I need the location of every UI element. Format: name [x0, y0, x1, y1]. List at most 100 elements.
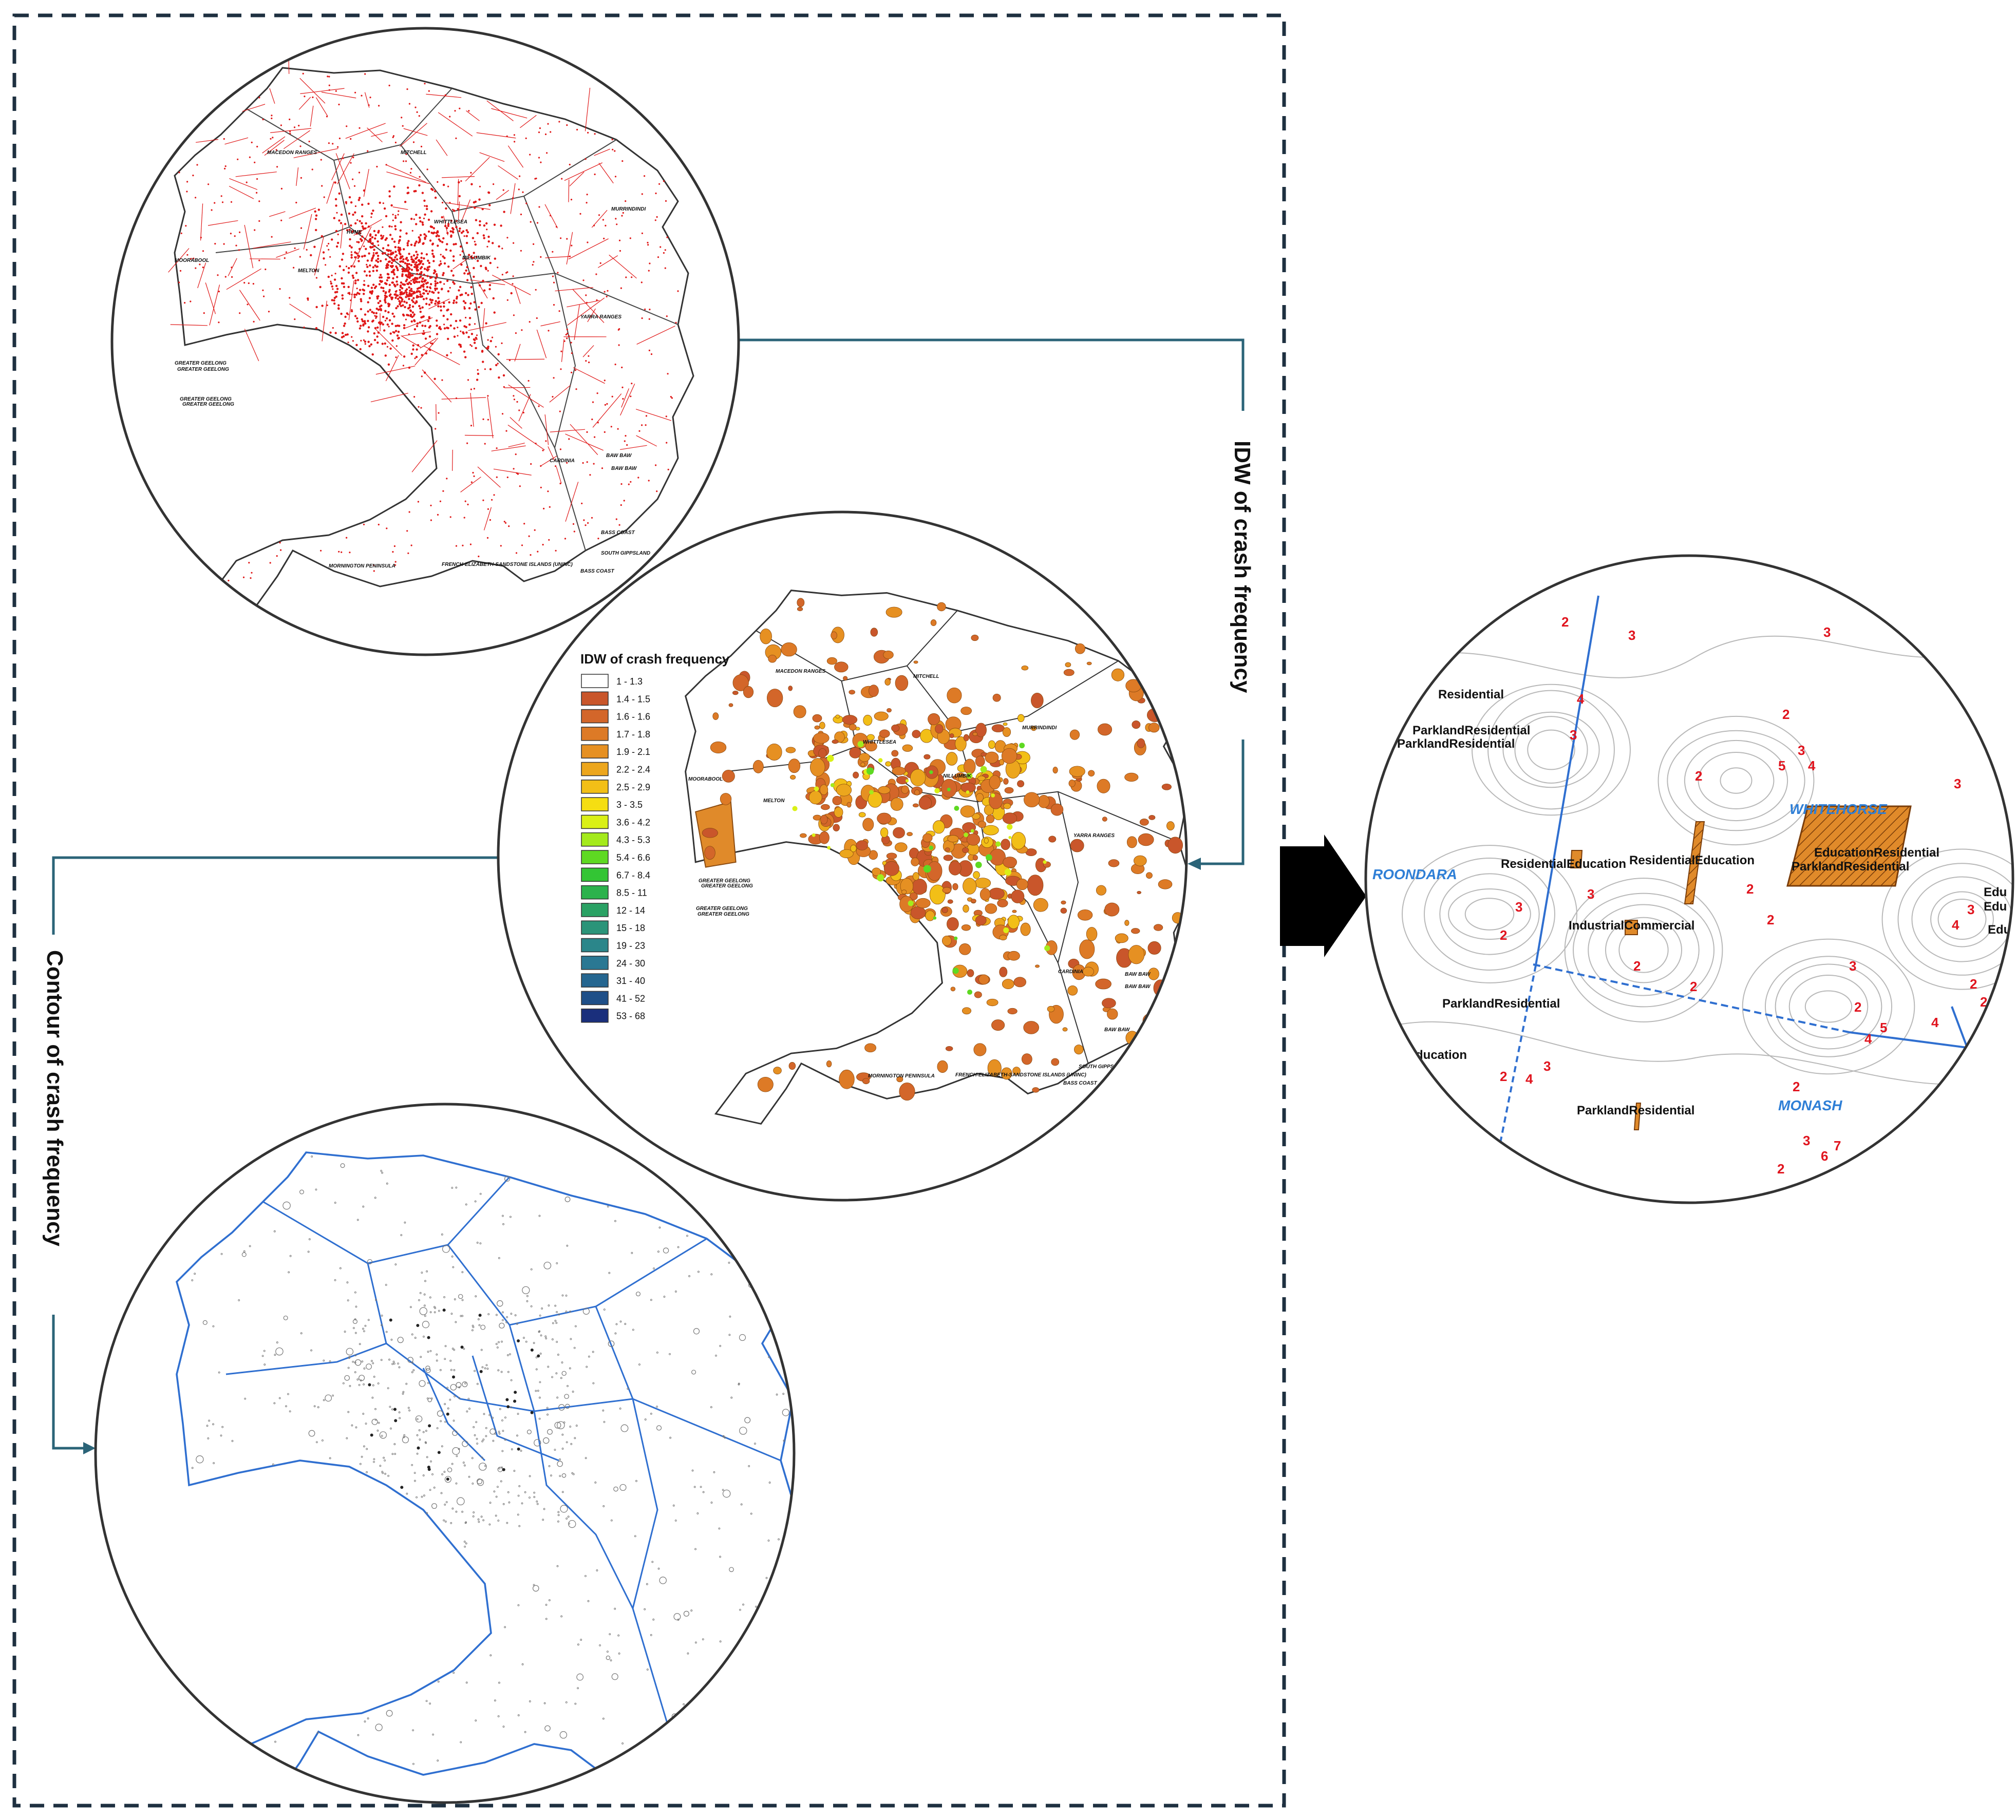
idw-blob: [1003, 722, 1008, 726]
crash-point: [620, 504, 622, 506]
contour-ring: [615, 1323, 618, 1325]
crash-road-segment: [492, 275, 531, 295]
crash-point: [425, 302, 428, 305]
crash-point: [365, 248, 367, 250]
crash-road-segment: [197, 262, 206, 289]
crash-point: [500, 545, 502, 547]
contour-peak: [428, 1424, 431, 1428]
contour-ring: [730, 1396, 733, 1399]
contour-ring: [574, 1702, 577, 1705]
crash-point: [586, 202, 588, 204]
crash-point: [385, 258, 387, 261]
crash-point: [519, 175, 521, 177]
contour-peak: [514, 1391, 517, 1394]
crash-point: [358, 172, 361, 174]
crash-point: [394, 325, 397, 327]
contour-ring: [346, 1348, 354, 1356]
contour-ring: [434, 1307, 437, 1310]
crash-point: [677, 290, 679, 292]
crash-point: [363, 280, 365, 282]
crash-point: [426, 168, 428, 170]
contour-line: [1487, 690, 1615, 810]
crash-point: [375, 317, 377, 319]
contour-ring: [702, 1491, 705, 1493]
crash-road-segment: [620, 445, 647, 450]
idw-blob: [1027, 875, 1044, 896]
crash-road-segment: [565, 482, 579, 522]
contour-ring: [354, 1291, 356, 1294]
contour-ring: [467, 1397, 470, 1400]
contour-value: 3: [1823, 624, 1831, 640]
crash-point: [314, 218, 317, 220]
contour-peak: [460, 1345, 464, 1349]
crash-point: [412, 344, 414, 347]
crash-point: [331, 285, 333, 288]
contour-ring: [447, 1407, 449, 1410]
contour-ring: [477, 1318, 480, 1320]
legend-label: 4.3 - 5.3: [616, 835, 650, 845]
contour-ring: [547, 1366, 550, 1368]
idw-blob: [757, 1076, 774, 1092]
contour-ring: [497, 1486, 499, 1488]
crash-point: [388, 276, 390, 279]
contour-ring: [392, 1360, 395, 1363]
contour-ring: [510, 1406, 512, 1409]
contour-ring: [602, 1409, 605, 1412]
crash-point: [538, 157, 540, 159]
contour-ring: [394, 1453, 397, 1455]
crash-point: [401, 255, 404, 258]
contour-ring: [508, 1501, 511, 1504]
crash-point: [644, 175, 646, 177]
crash-point: [186, 254, 189, 256]
crash-point: [457, 335, 459, 337]
contour-ring: [561, 1371, 567, 1376]
idw-blob: [1124, 920, 1129, 926]
crash-point: [391, 225, 393, 228]
crash-point: [597, 538, 599, 540]
crash-point: [441, 216, 443, 219]
lga-label: BAW BAW: [606, 453, 632, 459]
crash-point: [350, 162, 352, 164]
crash-point: [463, 325, 466, 328]
crash-point: [276, 166, 278, 168]
crash-point: [410, 269, 413, 271]
idw-blob: [834, 807, 843, 818]
contour-value: 3: [1570, 727, 1577, 743]
legend-label: 41 - 52: [616, 993, 645, 1003]
idw-hotspot: [869, 790, 874, 794]
crash-point: [391, 264, 394, 268]
idw-blob: [834, 661, 849, 673]
crash-point: [518, 188, 520, 191]
crash-point: [574, 369, 576, 371]
contour-ring: [669, 1436, 672, 1439]
idw-blob: [820, 814, 828, 825]
crash-point: [436, 319, 438, 322]
lga-label: MACEDON RANGES: [776, 669, 826, 674]
idw-blob: [909, 892, 918, 900]
crash-point: [539, 127, 541, 129]
crash-point: [429, 288, 432, 290]
crash-point: [363, 293, 365, 295]
contour-ring: [551, 1338, 554, 1340]
crash-point: [438, 238, 440, 241]
contour-ring: [346, 1281, 349, 1284]
contour-ring: [287, 1393, 289, 1395]
crash-point: [411, 311, 414, 314]
crash-road-segment: [375, 366, 416, 375]
crash-point: [366, 263, 368, 266]
crash-point: [443, 283, 445, 285]
contour-value: 2: [1695, 768, 1702, 784]
idw-blob: [912, 730, 921, 738]
contour-ring: [561, 1433, 564, 1436]
contour-ring: [468, 1408, 470, 1410]
contour-ring: [510, 1379, 513, 1381]
contour-ring: [697, 1271, 700, 1273]
crash-point: [453, 210, 456, 212]
contour-ring: [544, 1335, 547, 1338]
crash-road-segment: [296, 167, 299, 186]
crash-point: [489, 519, 492, 521]
crash-point: [258, 200, 260, 202]
contour-ring: [722, 1489, 731, 1498]
crash-point: [364, 313, 367, 316]
crash-point: [616, 223, 618, 225]
